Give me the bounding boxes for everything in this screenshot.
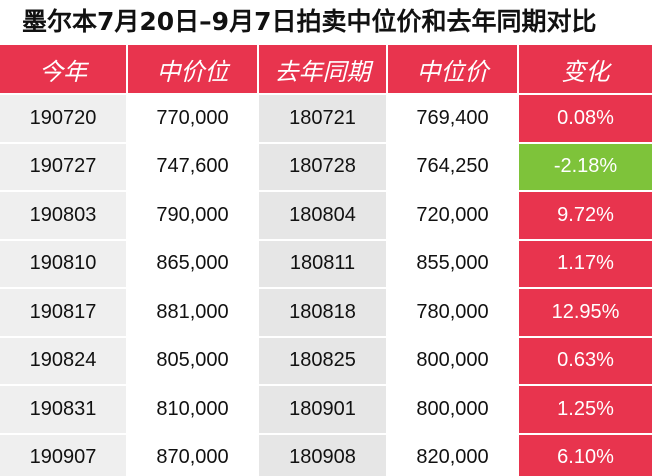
table-cell: 780,000 xyxy=(388,287,519,336)
table-header-row: 今年 中价位 去年同期 中位价 变化 xyxy=(0,45,652,93)
table-cell: 720,000 xyxy=(388,190,519,239)
change-cell: 6.10% xyxy=(519,432,652,476)
table-cell: 820,000 xyxy=(388,432,519,476)
table-cell: 190810 xyxy=(0,238,128,287)
change-cell: 12.95% xyxy=(519,287,652,336)
table-row: 190727 747,600 180728 764,250 -2.18% xyxy=(0,141,652,190)
table-cell: 800,000 xyxy=(388,384,519,433)
table-cell: 180728 xyxy=(259,141,388,190)
table-cell: 180721 xyxy=(259,93,388,142)
table-row: 190907 870,000 180908 820,000 6.10% xyxy=(0,432,652,476)
table-cell: 769,400 xyxy=(388,93,519,142)
table-cell: 790,000 xyxy=(128,190,259,239)
table-cell: 180811 xyxy=(259,238,388,287)
table-cell: 865,000 xyxy=(128,238,259,287)
table-row: 190803 790,000 180804 720,000 9.72% xyxy=(0,190,652,239)
column-header: 去年同期 xyxy=(259,45,388,93)
change-cell: 0.63% xyxy=(519,335,652,384)
table-cell: 805,000 xyxy=(128,335,259,384)
change-cell: 1.17% xyxy=(519,238,652,287)
table-cell: 810,000 xyxy=(128,384,259,433)
column-header: 变化 xyxy=(519,45,652,93)
table-cell: 180818 xyxy=(259,287,388,336)
table-cell: 190817 xyxy=(0,287,128,336)
table-cell: 870,000 xyxy=(128,432,259,476)
table-row: 190720 770,000 180721 769,400 0.08% xyxy=(0,93,652,142)
change-cell: 1.25% xyxy=(519,384,652,433)
table-cell: 180901 xyxy=(259,384,388,433)
table-row: 190831 810,000 180901 800,000 1.25% xyxy=(0,384,652,433)
table-cell: 180825 xyxy=(259,335,388,384)
table-row: 190817 881,000 180818 780,000 12.95% xyxy=(0,287,652,336)
table-cell: 190803 xyxy=(0,190,128,239)
table-cell: 180804 xyxy=(259,190,388,239)
change-cell: -2.18% xyxy=(519,141,652,190)
table-cell: 190831 xyxy=(0,384,128,433)
page-title: 墨尔本7月20日–9月7日拍卖中位价和去年同期对比 xyxy=(22,7,597,36)
column-header: 中位价 xyxy=(388,45,519,93)
change-cell: 0.08% xyxy=(519,93,652,142)
table-row: 190810 865,000 180811 855,000 1.17% xyxy=(0,238,652,287)
table-cell: 747,600 xyxy=(128,141,259,190)
table-row: 190824 805,000 180825 800,000 0.63% xyxy=(0,335,652,384)
table-cell: 764,250 xyxy=(388,141,519,190)
change-cell: 9.72% xyxy=(519,190,652,239)
table-cell: 190727 xyxy=(0,141,128,190)
table-cell: 190907 xyxy=(0,432,128,476)
table-body: 190720 770,000 180721 769,400 0.08% 190727 747… xyxy=(0,93,652,476)
column-header: 今年 xyxy=(0,45,128,93)
table-cell: 800,000 xyxy=(388,335,519,384)
column-header: 中价位 xyxy=(128,45,259,93)
table-cell: 180908 xyxy=(259,432,388,476)
table-cell: 190720 xyxy=(0,93,128,142)
comparison-table: 今年 中价位 去年同期 中位价 变化 190720 770,000 180721 76… xyxy=(0,45,652,476)
table-cell: 855,000 xyxy=(388,238,519,287)
table-cell: 190824 xyxy=(0,335,128,384)
table-cell: 770,000 xyxy=(128,93,259,142)
table-cell: 881,000 xyxy=(128,287,259,336)
